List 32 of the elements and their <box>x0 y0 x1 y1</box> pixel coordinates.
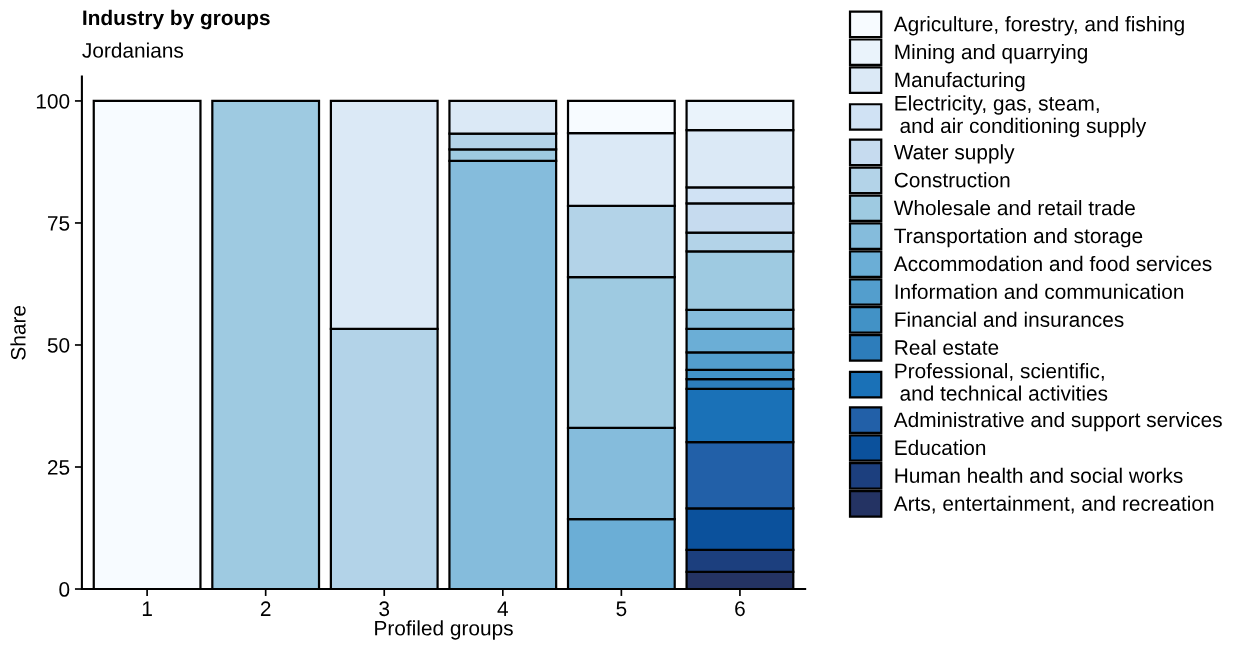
x-tick-label: 4 <box>497 601 508 616</box>
legend-label: Education <box>895 439 986 456</box>
y-tick-label: 50 <box>47 337 70 353</box>
y-tick-label: 75 <box>47 216 70 231</box>
legend-label: Mining and quarrying <box>895 44 1087 64</box>
legend-label: Human health and social works <box>895 467 1183 484</box>
legend-label: Accommodation and food services <box>893 255 1212 272</box>
x-tick-label: 3 <box>379 601 390 617</box>
x-axis-title: Profiled groups <box>375 620 513 640</box>
y-tick-label: 25 <box>47 460 70 475</box>
legend-label: Construction <box>894 172 1010 188</box>
legend-label: Information and communication <box>895 283 1184 300</box>
y-tick-label: 100 <box>36 93 70 109</box>
legend-label: Water supply <box>893 144 1015 164</box>
legend-label: Arts, entertainment, and recreation <box>893 495 1214 514</box>
chart-title: Industry by groups <box>83 9 270 30</box>
legend-label: Financial and insurances <box>895 311 1124 327</box>
y-tick-label: 0 <box>59 582 70 597</box>
legend-label: Agriculture, forestry, and fishing <box>893 16 1184 36</box>
x-tick-label: 2 <box>260 601 271 616</box>
x-tick-label: 6 <box>735 601 745 617</box>
legend-label: Electricity, gas, steam, and air conditioning supply <box>895 95 1147 138</box>
x-tick-label: 5 <box>616 601 627 617</box>
legend-label: Transportation and storage <box>894 227 1143 248</box>
legend-label: Real estate <box>895 339 999 355</box>
legend-label: Wholesale and retail trade <box>893 200 1135 216</box>
y-axis-title: Share <box>10 305 26 360</box>
x-tick-label: 1 <box>142 601 152 616</box>
legend-label: Administrative and support services <box>893 411 1222 432</box>
legend-label: Manufacturing <box>895 71 1025 92</box>
chart-subtitle: Jordanians <box>82 42 184 58</box>
legend-label: Professional, scientific, and technical activities <box>895 363 1108 401</box>
